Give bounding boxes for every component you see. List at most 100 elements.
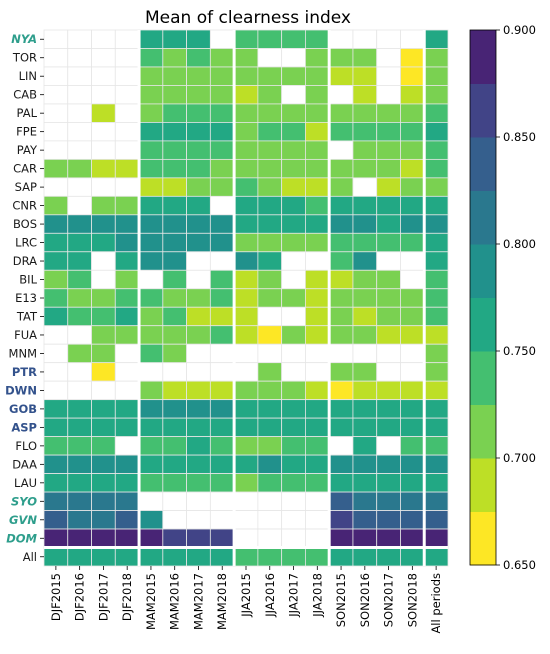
heatmap-cell <box>114 417 140 438</box>
heatmap-cell <box>400 140 425 160</box>
heatmap-cell <box>91 399 116 419</box>
heatmap-cell <box>114 380 140 401</box>
heatmap-cell <box>376 380 401 401</box>
heatmap-cell <box>114 140 140 160</box>
heatmap-cell <box>376 417 401 438</box>
heatmap-cell <box>91 491 116 511</box>
heatmap-cell <box>305 380 330 401</box>
heatmap-cell <box>328 343 354 364</box>
heatmap-cell <box>376 454 401 474</box>
heatmap-cell <box>305 306 330 327</box>
heatmap-cell <box>114 103 140 123</box>
heatmap-cell <box>186 399 211 419</box>
heatmap-cell <box>209 66 235 86</box>
heatmap-cell <box>328 510 354 530</box>
column-label: JJA2016 <box>263 573 277 618</box>
heatmap-cell <box>67 251 92 271</box>
heatmap-cell <box>138 158 164 179</box>
heatmap-cell <box>328 325 354 345</box>
column-label: MAM2016 <box>168 573 182 630</box>
heatmap-cell <box>305 251 330 271</box>
heatmap-cell <box>305 491 330 511</box>
heatmap-cell <box>233 177 259 197</box>
heatmap-cell <box>233 510 259 530</box>
row-label: SAP <box>15 180 37 194</box>
column-label: All periods <box>429 573 443 634</box>
heatmap-cell <box>352 380 378 401</box>
heatmap-cell <box>328 195 354 216</box>
colorbar-tick-label: 0.650 <box>503 558 536 572</box>
heatmap-cell <box>423 232 449 253</box>
row-label: LIN <box>19 69 37 83</box>
heatmap-cell <box>186 417 211 438</box>
heatmap-cell <box>257 48 283 68</box>
heatmap-cell <box>186 362 211 382</box>
heatmap-cell <box>281 491 306 511</box>
column-label: DJF2018 <box>120 573 134 621</box>
heatmap-cell <box>352 528 378 548</box>
heatmap-cell <box>114 158 140 179</box>
heatmap-cell <box>162 473 187 493</box>
heatmap-cell <box>328 214 354 234</box>
heatmap-cell <box>400 232 425 253</box>
heatmap-cell <box>162 214 187 234</box>
heatmap-cell <box>281 306 306 327</box>
heatmap-cell <box>91 417 116 438</box>
colorbar-tick-label: 0.700 <box>503 451 536 465</box>
heatmap-cell <box>233 140 259 160</box>
heatmap-cell <box>352 103 378 123</box>
heatmap-cell <box>162 547 187 567</box>
heatmap-cell <box>305 436 330 456</box>
heatmap-cell <box>376 232 401 253</box>
heatmap-cell <box>328 177 354 197</box>
heatmap-cell <box>43 399 69 419</box>
heatmap-cell <box>186 195 211 216</box>
column-label: DJF2015 <box>49 573 63 621</box>
heatmap-cell <box>328 399 354 419</box>
heatmap-cell <box>209 103 235 123</box>
heatmap-cell <box>233 288 259 308</box>
heatmap-cell <box>376 473 401 493</box>
heatmap-cell <box>43 547 69 567</box>
heatmap-cell <box>257 399 283 419</box>
heatmap-cell <box>114 85 140 105</box>
heatmap-cell <box>281 251 306 271</box>
heatmap-cell <box>114 66 140 86</box>
heatmap-cell <box>186 454 211 474</box>
heatmap-cell <box>376 48 401 68</box>
heatmap-cell <box>423 251 449 271</box>
heatmap-cell <box>305 232 330 253</box>
heatmap-cell <box>91 269 116 290</box>
heatmap-cell <box>423 547 449 567</box>
heatmap-cell <box>186 473 211 493</box>
heatmap-cell <box>233 343 259 364</box>
heatmap-cell <box>91 473 116 493</box>
heatmap-cell <box>91 195 116 216</box>
heatmap-cell <box>352 454 378 474</box>
heatmap-cell <box>376 29 401 49</box>
column-labels: DJF2015 DJF2016 DJF2017 DJF2018 MAM2015 MAM20… <box>49 566 443 634</box>
row-label: BOS <box>13 217 37 231</box>
heatmap-cell <box>257 66 283 86</box>
column-label: MAM2017 <box>191 573 205 630</box>
row-label: GOB <box>9 402 37 416</box>
heatmap-cell <box>305 269 330 290</box>
colorbar-segment <box>470 137 496 191</box>
heatmap-cell <box>209 454 235 474</box>
heatmap-cell <box>209 510 235 530</box>
heatmap-cell <box>209 436 235 456</box>
heatmap-cell <box>91 362 116 382</box>
column-label: JJA2015 <box>239 573 253 618</box>
heatmap-cell <box>352 473 378 493</box>
heatmap-cell <box>43 85 69 105</box>
heatmap-cell <box>305 177 330 197</box>
row-label: All <box>23 550 37 564</box>
heatmap-cell <box>423 399 449 419</box>
heatmap-cell <box>209 177 235 197</box>
heatmap-cell <box>281 232 306 253</box>
heatmap-cell <box>233 232 259 253</box>
colorbar-tick-label: 0.900 <box>503 23 536 37</box>
heatmap-cell <box>162 232 187 253</box>
heatmap-cell <box>400 177 425 197</box>
heatmap-cell <box>114 528 140 548</box>
